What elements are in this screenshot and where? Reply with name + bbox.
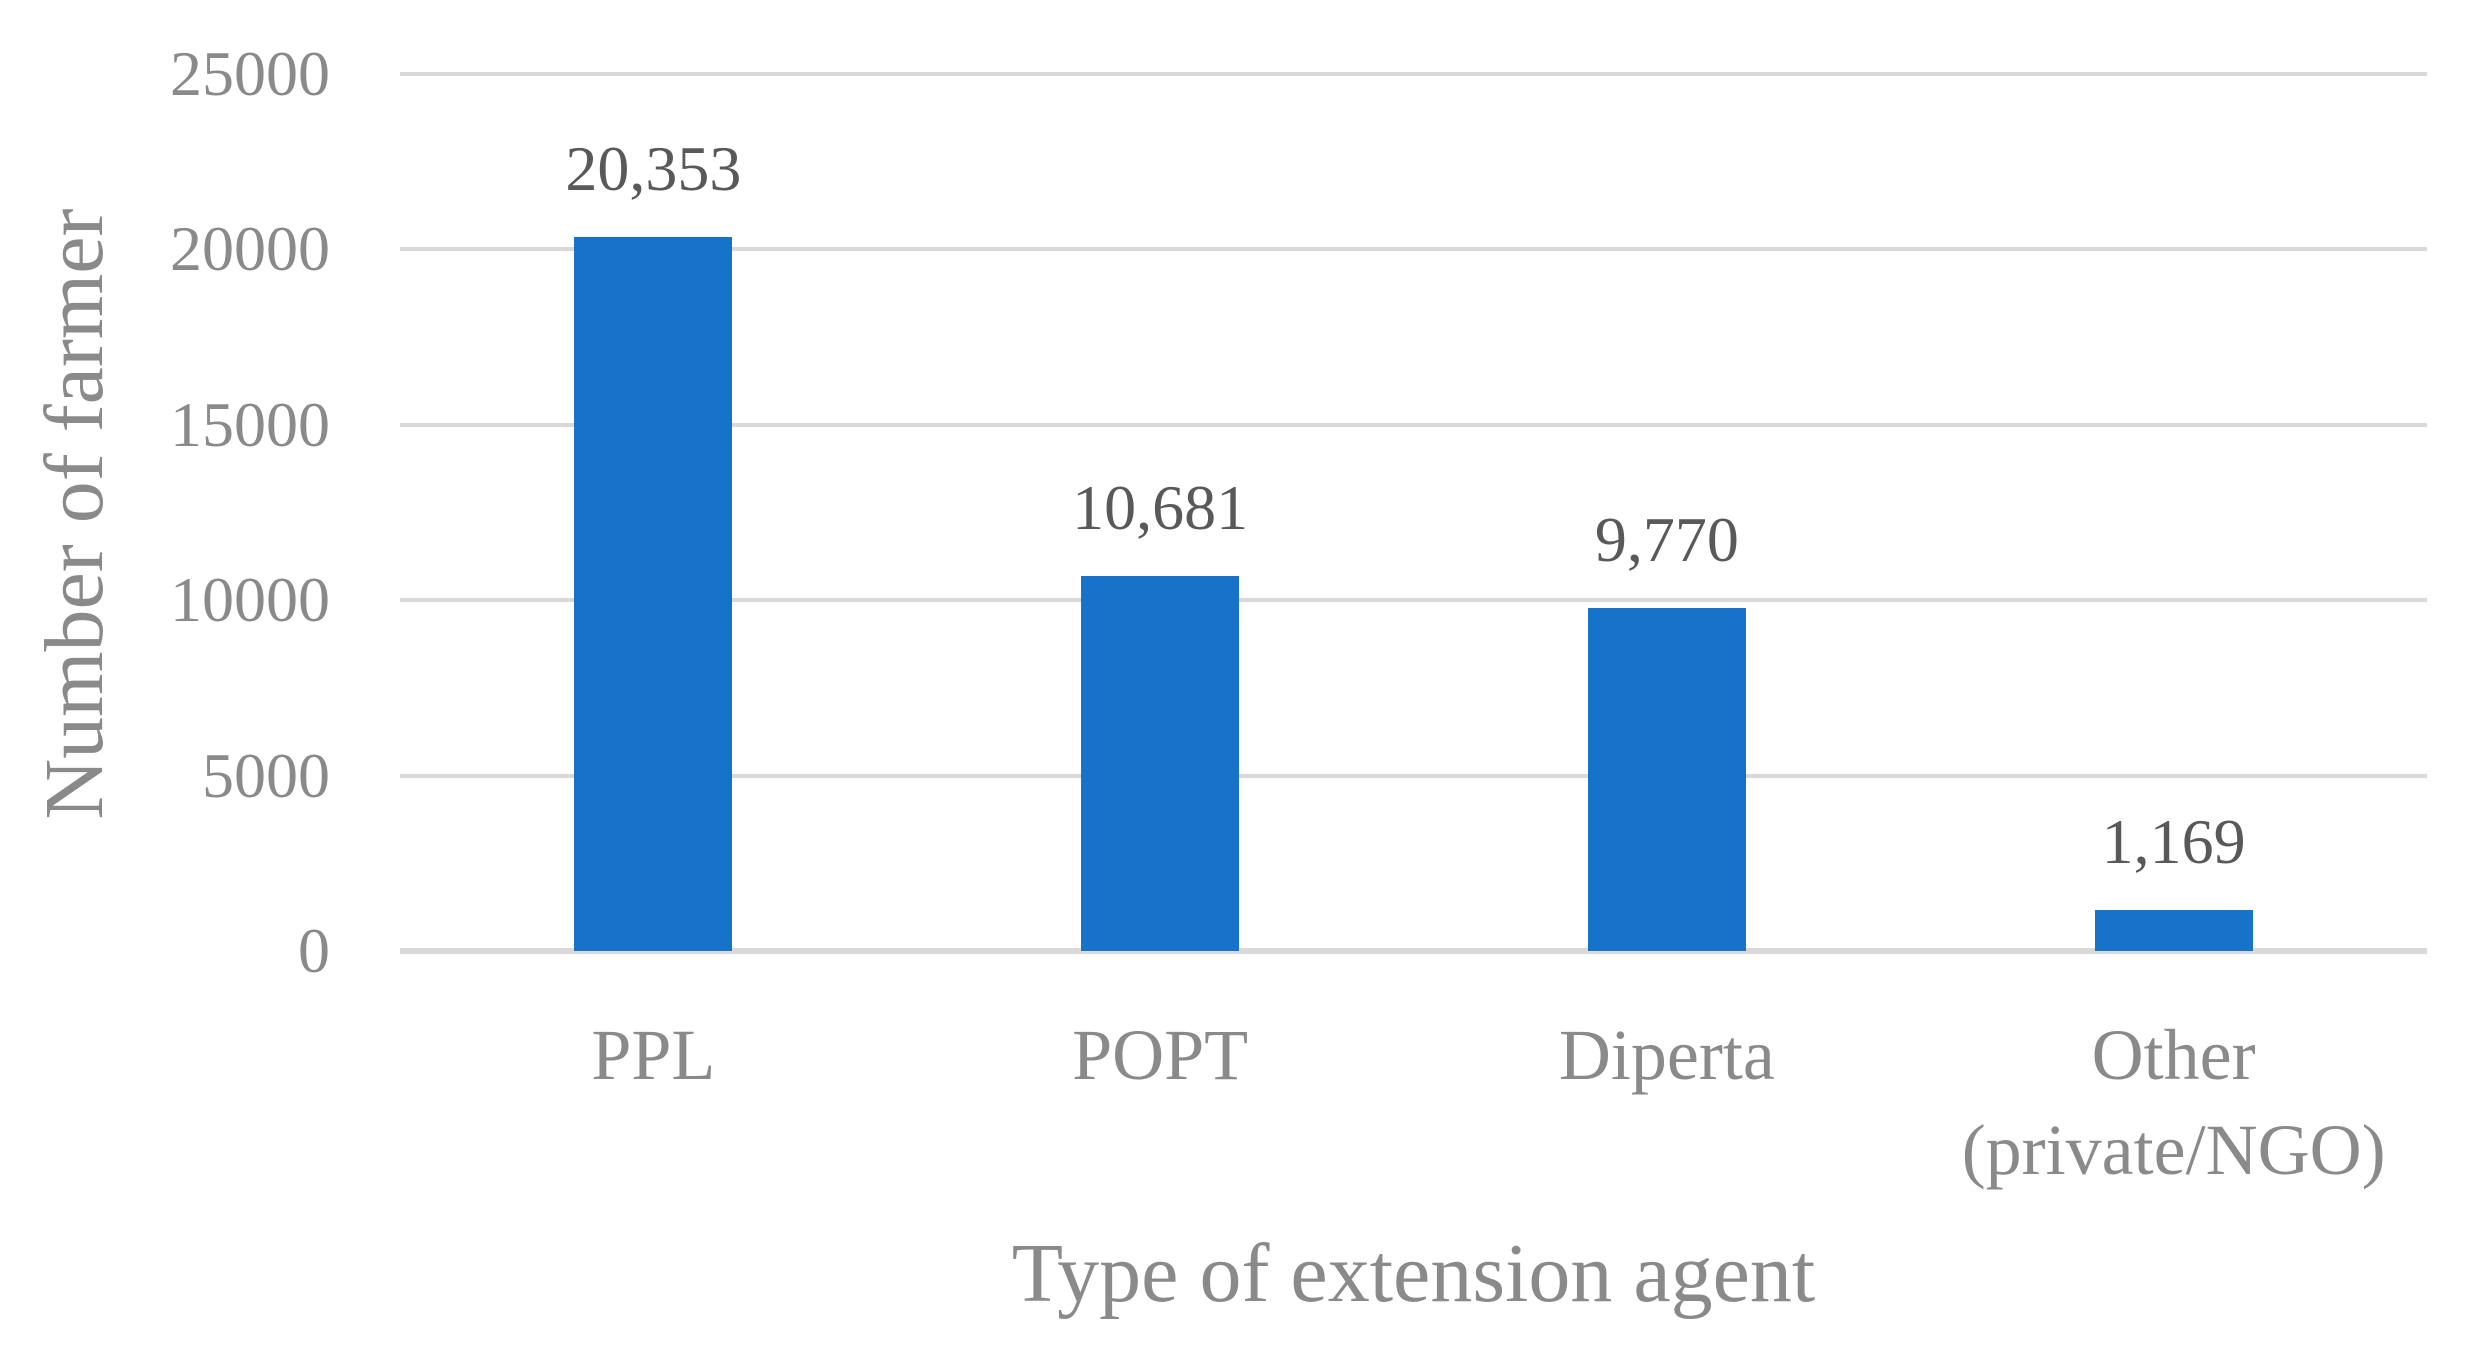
bar-slot: 9,770	[1414, 74, 1921, 951]
gridline	[400, 598, 2427, 603]
gridline	[400, 247, 2427, 252]
y-tick-label: 25000	[170, 38, 330, 109]
category-label-line: PPL	[591, 1015, 716, 1095]
bar-value-label: 20,353	[565, 133, 742, 205]
gridline	[400, 422, 2427, 427]
y-axis-tick-labels: 0 5000 10000 15000 20000 25000	[0, 42, 330, 983]
category-label: Other (private/NGO)	[1920, 1008, 2427, 1198]
bar-slot: 1,169	[1920, 74, 2427, 951]
bar-slot: 10,681	[907, 74, 1414, 951]
y-tick-label: 10000	[170, 564, 330, 636]
category-label-line: (private/NGO)	[1961, 1110, 2386, 1191]
plot-area: 20,353 10,681 9,770 1,169	[400, 72, 2427, 954]
bar-value-label: 9,770	[1594, 504, 1739, 576]
category-label: POPT	[907, 1008, 1414, 1198]
y-tick-label: 15000	[170, 388, 330, 460]
bar-slot: 20,353	[400, 74, 907, 951]
category-label: PPL	[400, 1008, 907, 1198]
bar	[1587, 608, 1746, 951]
y-tick-label: 5000	[202, 739, 330, 811]
bars-layer: 20,353 10,681 9,770 1,169	[400, 74, 2427, 951]
x-axis-title: Type of extension agent	[1011, 1227, 1816, 1320]
category-label-line: Diperta	[1558, 1015, 1775, 1095]
gridline	[400, 72, 2427, 76]
category-label: Diperta	[1414, 1008, 1921, 1198]
x-axis-line	[400, 948, 2427, 954]
bar-value-label: 1,169	[2101, 806, 2246, 877]
bar-value-label: 10,681	[1072, 472, 1249, 544]
y-tick-label: 0	[298, 915, 330, 986]
bar	[2094, 910, 2253, 951]
gridline	[400, 773, 2427, 778]
bar	[574, 237, 733, 951]
category-label-line: POPT	[1072, 1015, 1249, 1095]
bar	[1081, 576, 1240, 951]
y-tick-label: 20000	[170, 213, 330, 285]
category-label-line: Other	[2091, 1015, 2256, 1095]
x-axis-category-labels: PPL POPT Diperta Other (private/NGO)	[400, 1008, 2427, 1198]
